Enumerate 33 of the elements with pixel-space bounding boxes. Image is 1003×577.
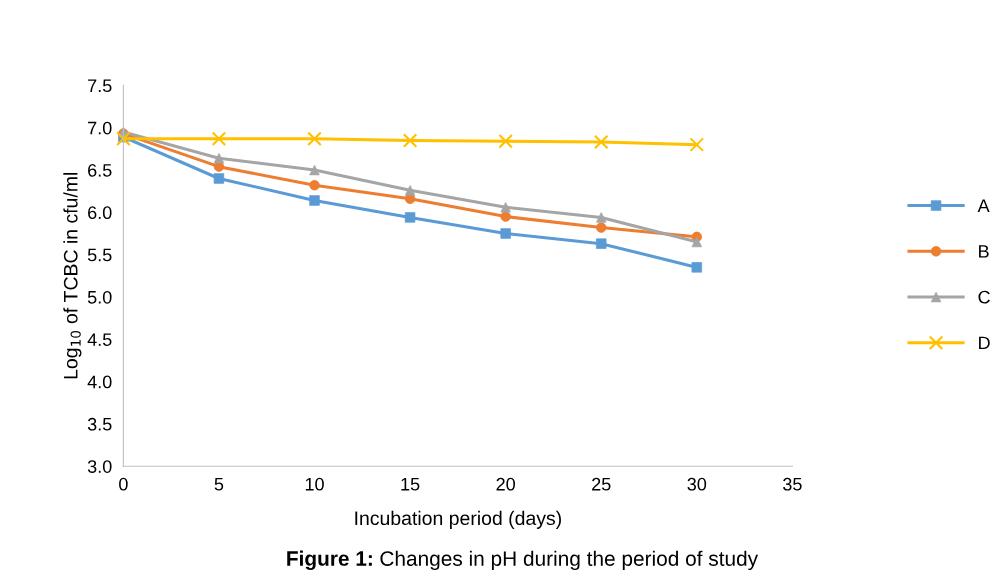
point (596, 238, 607, 249)
y-tick-label: 4.0 (87, 375, 112, 389)
x-tick-label: 0 (119, 477, 128, 491)
legend-label: B (979, 245, 989, 258)
y-tick-label: 3.5 (87, 417, 112, 431)
point (211, 131, 227, 146)
y-tick-label: 7.0 (88, 121, 112, 135)
y-tick-label: 5.5 (87, 248, 112, 262)
point (498, 133, 513, 149)
point (593, 134, 609, 150)
legend-label: D (979, 336, 990, 350)
y-tick-label: 5.0 (87, 290, 112, 304)
legend-label: A (977, 199, 990, 212)
text: Changes in pH during the period of study (380, 550, 759, 571)
x-tick-label: 15 (401, 477, 420, 491)
y-tick-label: 6.0 (88, 206, 112, 220)
x-tick-label: 5 (214, 477, 224, 491)
point (307, 131, 322, 146)
x-tick-label: 10 (305, 477, 324, 491)
x-axis-title: Incubation period (days) (355, 510, 561, 529)
x-tick-label: 35 (783, 477, 802, 491)
y-tick-label: 7.5 (88, 79, 112, 93)
caption: Figure 1: (287, 550, 372, 571)
y-tick-label: 3.0 (87, 460, 112, 473)
x-tick-label: 30 (687, 477, 707, 491)
y-axis-title: Log$_{10}$ of TCBC in cfu/ml (63, 173, 82, 379)
y-tick-label: 4.5 (87, 333, 112, 346)
point (402, 133, 418, 148)
y-tick-label: 6.5 (88, 163, 112, 177)
legend-label: C (978, 290, 990, 304)
x-tick-label: 20 (496, 477, 515, 491)
x-tick-label: 25 (592, 477, 611, 491)
point (689, 137, 705, 152)
